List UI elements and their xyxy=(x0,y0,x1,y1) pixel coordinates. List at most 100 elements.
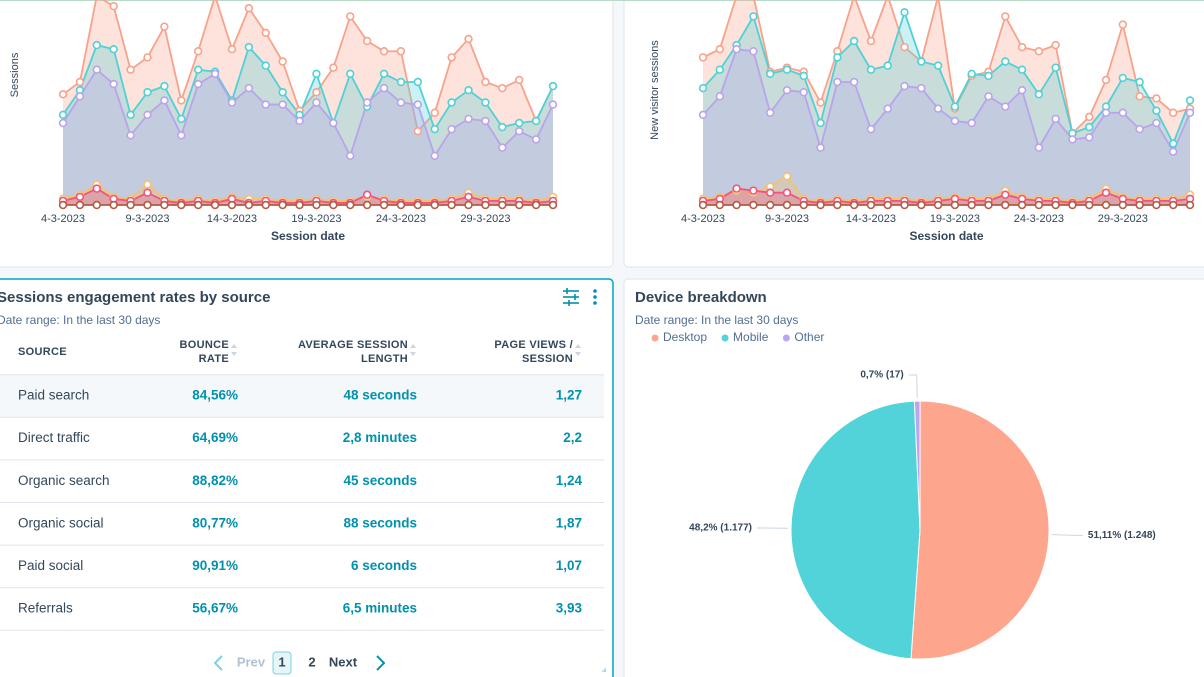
data-point xyxy=(210,200,220,210)
data-point xyxy=(261,28,270,37)
data-point xyxy=(346,12,355,21)
data-point xyxy=(917,200,926,210)
data-label: 51,11% (1.248) xyxy=(1088,530,1156,541)
data-point xyxy=(1017,85,1027,95)
cell-value: 80,77% xyxy=(192,515,238,530)
data-point xyxy=(698,110,708,120)
prev-link[interactable]: Prev xyxy=(237,654,266,669)
data-point xyxy=(866,36,876,46)
data-point xyxy=(900,8,909,17)
y-axis-label: Sessions xyxy=(9,52,21,97)
data-point xyxy=(1085,112,1094,122)
column-header: RATE xyxy=(199,353,229,365)
data-point xyxy=(362,190,372,199)
data-point xyxy=(193,47,203,56)
table: Sessions engagement rates by source Date… xyxy=(0,288,606,675)
data-point xyxy=(160,22,169,31)
data-point xyxy=(917,57,926,66)
filter-icon[interactable] xyxy=(563,288,579,306)
data-point xyxy=(515,75,524,85)
data-point xyxy=(379,200,389,210)
y-axis-label: New visitor sessions xyxy=(649,40,661,140)
data-point xyxy=(312,98,321,107)
data-point xyxy=(498,200,507,210)
data-point xyxy=(430,124,439,134)
data-point xyxy=(498,83,507,93)
data-point xyxy=(396,98,406,107)
data-point xyxy=(548,200,558,210)
data-point xyxy=(430,151,439,161)
data-point xyxy=(967,69,976,79)
page-link[interactable]: 1 xyxy=(278,654,285,669)
data-point xyxy=(749,12,758,21)
data-point xyxy=(950,116,960,126)
data-point xyxy=(833,77,842,87)
data-point xyxy=(1034,143,1044,152)
data-point xyxy=(464,114,473,124)
x-tick-label: 29-3-2023 xyxy=(1098,213,1148,225)
area-fill xyxy=(63,69,553,205)
data-point xyxy=(933,200,943,210)
data-point xyxy=(849,36,859,46)
next-link[interactable]: Next xyxy=(329,654,358,669)
data-point xyxy=(109,1,118,11)
resize-handle[interactable] xyxy=(602,668,606,672)
sort-icons[interactable] xyxy=(231,344,581,356)
data-point xyxy=(967,200,976,210)
data-point xyxy=(481,116,490,126)
data-point xyxy=(698,200,708,210)
data-point xyxy=(261,61,270,70)
data-point xyxy=(715,92,724,101)
data-point xyxy=(430,108,439,117)
x-tick-label: 4-3-2023 xyxy=(681,213,725,225)
current-page-box[interactable] xyxy=(272,651,292,675)
data-point xyxy=(329,63,338,72)
data-point xyxy=(1068,200,1077,210)
data-point xyxy=(900,81,909,91)
data-point xyxy=(799,200,808,210)
data-label: 48,2% (1.177) xyxy=(689,523,752,534)
prev-arrow[interactable] xyxy=(213,655,223,671)
area-fill xyxy=(63,45,553,205)
cell-value: 3,93 xyxy=(556,601,583,616)
data-point xyxy=(143,110,152,120)
page-link[interactable]: 2 xyxy=(308,654,315,669)
legend-label: Other xyxy=(794,330,824,344)
more-menu[interactable] xyxy=(593,289,597,305)
data-point xyxy=(75,92,85,101)
data-point xyxy=(177,114,186,124)
data-point xyxy=(447,124,456,134)
data-point xyxy=(1085,133,1094,142)
data-point xyxy=(515,118,524,128)
data-point xyxy=(447,200,456,210)
cell-source: Referrals xyxy=(18,601,73,616)
data-point xyxy=(1051,114,1060,124)
column-header: SESSION xyxy=(522,353,573,365)
data-point xyxy=(849,77,859,87)
pie-slice xyxy=(910,400,1050,660)
data-point xyxy=(1169,139,1178,148)
cell-source: Paid social xyxy=(18,558,83,573)
data-point xyxy=(177,96,186,105)
data-point xyxy=(58,200,68,210)
data-point xyxy=(1118,200,1128,210)
data-point xyxy=(1001,12,1010,21)
data-point xyxy=(531,116,541,126)
data-point xyxy=(92,65,101,74)
next-arrow[interactable] xyxy=(376,655,386,671)
cell-source: Paid search xyxy=(18,388,89,403)
data-point xyxy=(346,69,355,79)
cell-value: 64,69% xyxy=(192,430,238,445)
data-point xyxy=(984,71,993,81)
data-point xyxy=(715,200,724,210)
cell-value: 6 seconds xyxy=(351,558,417,573)
data-point xyxy=(126,110,135,120)
cell-value: 56,67% xyxy=(192,601,238,616)
data-point xyxy=(1034,200,1044,210)
data-point xyxy=(984,92,993,101)
x-tick-label: 9-3-2023 xyxy=(765,213,809,225)
data-point xyxy=(278,57,287,66)
data-point xyxy=(109,44,118,54)
x-axis-label: Session date xyxy=(909,229,983,243)
area-fill xyxy=(703,0,1190,205)
